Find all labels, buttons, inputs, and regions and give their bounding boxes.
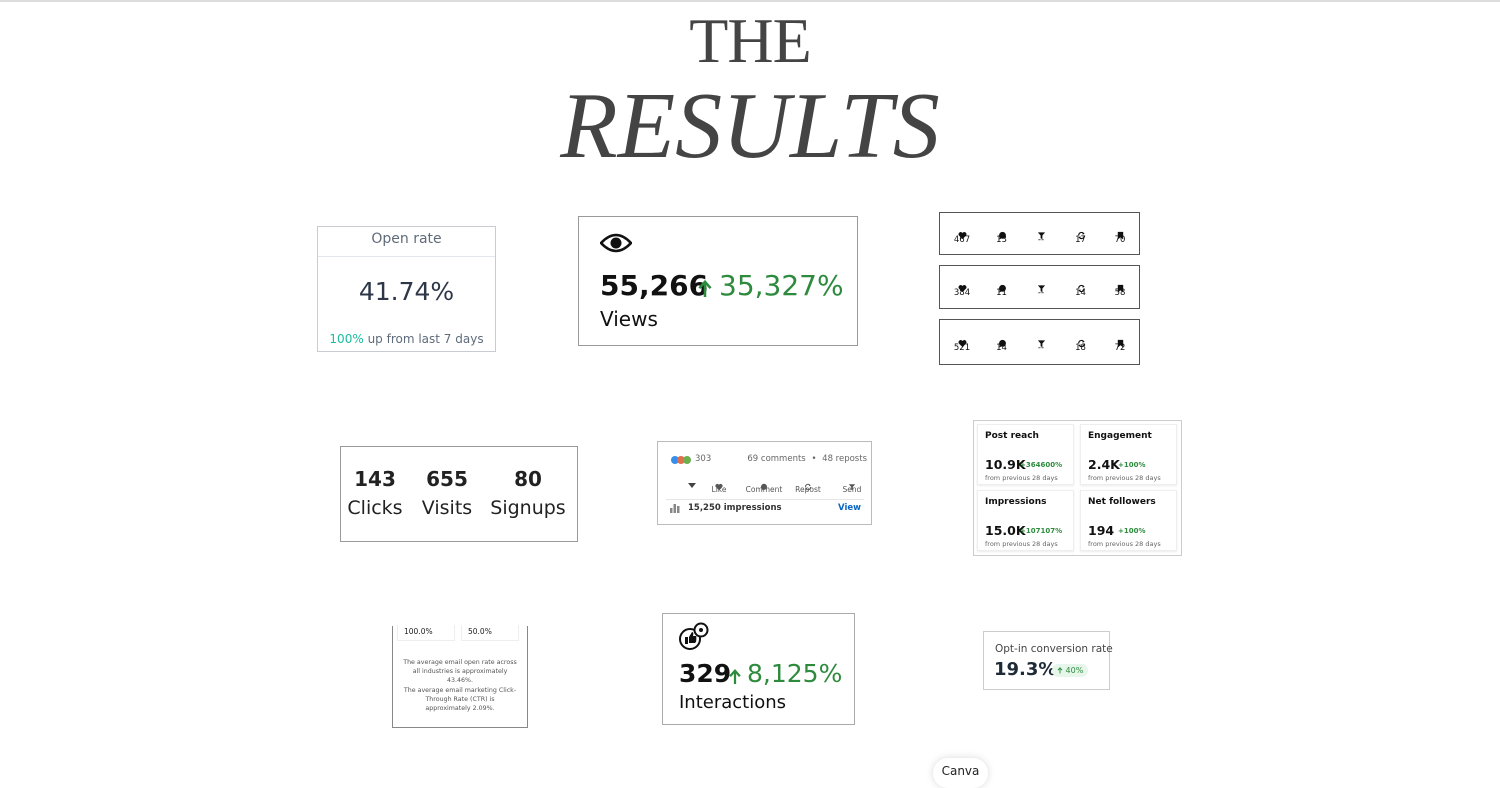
up-arrow bbox=[728, 669, 742, 686]
reaction-count: 303 bbox=[695, 454, 712, 464]
funnel-label: Clicks bbox=[347, 497, 403, 519]
views-label: Views bbox=[600, 307, 658, 331]
stat-value: 72 bbox=[1114, 343, 1126, 353]
open-rate-value: 41.74% bbox=[358, 277, 455, 306]
eye-icon bbox=[600, 233, 632, 253]
interactions-change: 8,125% bbox=[747, 659, 843, 688]
insight-title: Engagement bbox=[1088, 431, 1152, 441]
impressions: 15,250 impressions bbox=[688, 503, 782, 513]
insight-cell: Engagement 2.4K +100% from previous 28 days bbox=[1080, 424, 1177, 485]
stat-value: -- bbox=[1037, 288, 1045, 298]
action-label[interactable]: Like bbox=[711, 485, 727, 494]
rate-box: 50.0% bbox=[461, 625, 519, 641]
stat-value: -- bbox=[1037, 234, 1045, 245]
post-stats-row: 384 11 -- 14 58 bbox=[939, 265, 1140, 309]
insight-cell: Impressions 15.0K +107107% from previous 28… bbox=[977, 490, 1074, 551]
interactions-label: Interactions bbox=[679, 692, 787, 713]
insight-value: 194 bbox=[1088, 523, 1115, 538]
stat-value: 13 bbox=[996, 234, 1007, 245]
insight-note: from previous 28 days bbox=[985, 540, 1058, 548]
insight-change: +107107% bbox=[1020, 527, 1063, 535]
stat-value: 521 bbox=[953, 343, 971, 353]
stat-value: 70 bbox=[1114, 234, 1126, 245]
up-arrow bbox=[698, 280, 712, 299]
optin-card: Opt-in conversion rate 19.3% 40% bbox=[983, 631, 1113, 690]
divider bbox=[666, 499, 864, 500]
note-paragraph: The average email marketing Click-Throug… bbox=[403, 687, 517, 712]
insight-note: from previous 28 days bbox=[985, 474, 1058, 482]
open-rate-change: 100% up from last 7 days bbox=[318, 332, 495, 346]
note-paragraph: The average email open rate across all i… bbox=[403, 659, 517, 684]
interactions-icon bbox=[679, 622, 709, 650]
insight-change: +100% bbox=[1118, 461, 1146, 469]
card-title: Open rate bbox=[371, 231, 442, 247]
insight-cell: Net followers 194 +100% from previous 28 da… bbox=[1080, 490, 1177, 551]
open-rate-card: Open rate 41.74% 100% up from last 7 day… bbox=[317, 226, 496, 352]
stat-value: 18 bbox=[1075, 343, 1086, 353]
insight-title: Post reach bbox=[985, 431, 1039, 441]
stat-value: 467 bbox=[953, 234, 971, 245]
insight-cell: Post reach 10.9K +364600% from previous 28 … bbox=[977, 424, 1074, 485]
insight-change: +100% bbox=[1118, 527, 1146, 535]
insight-change: +364600% bbox=[1020, 461, 1063, 469]
interactions-value: 329 bbox=[679, 659, 732, 688]
funnel-label: Visits bbox=[421, 497, 473, 519]
change-value: 40% bbox=[1065, 666, 1084, 675]
views-change: 35,327% bbox=[719, 269, 844, 302]
action-label[interactable]: Comment bbox=[745, 485, 783, 494]
post-stats-row: 467 13 -- 17 70 bbox=[939, 212, 1140, 255]
funnel-label: Signups bbox=[490, 497, 566, 519]
email-note-card: 100.0% 50.0% The average email open rate … bbox=[392, 625, 528, 728]
change-text: up from last 7 days bbox=[367, 332, 484, 346]
insight-title: Net followers bbox=[1088, 497, 1156, 507]
optin-value: 19.3% bbox=[994, 659, 1057, 680]
stat-value: 14 bbox=[1075, 288, 1086, 298]
optin-title: Opt-in conversion rate bbox=[995, 643, 1113, 655]
rate-value: 100.0% bbox=[404, 627, 433, 636]
insight-value: 2.4K bbox=[1088, 457, 1120, 472]
bar-icon bbox=[670, 504, 680, 513]
separator: • bbox=[811, 454, 817, 464]
action-label[interactable]: Repost bbox=[795, 485, 821, 494]
up-arrow bbox=[1057, 667, 1063, 674]
insight-title: Impressions bbox=[985, 497, 1047, 507]
insight-note: from previous 28 days bbox=[1088, 474, 1161, 482]
comments: 69 comments bbox=[747, 454, 806, 464]
reaction-icons bbox=[671, 456, 691, 464]
canva-badge[interactable]: Canva bbox=[933, 758, 988, 788]
linkedin-card: 303 69 comments • 48 reposts Like Comment… bbox=[657, 441, 872, 525]
views-card: 55,266 35,327% Views bbox=[578, 216, 858, 346]
caret bbox=[688, 483, 696, 488]
optin-change: 40% bbox=[1052, 664, 1089, 677]
views-value: 55,266 bbox=[600, 269, 709, 302]
stat-value: 11 bbox=[996, 288, 1007, 298]
funnel-value: 80 bbox=[514, 467, 542, 491]
change-value: 100% bbox=[329, 332, 364, 346]
funnel-card: 143 Clicks 655 Visits 80 Signups bbox=[340, 446, 578, 542]
reposts: 48 reposts bbox=[822, 454, 867, 464]
action-label[interactable]: Send bbox=[842, 485, 862, 494]
comment-repost-counts: 69 comments • 48 reposts bbox=[747, 454, 867, 464]
stat-value: -- bbox=[1037, 343, 1045, 353]
title-line-1: THE bbox=[689, 5, 811, 76]
interactions-card: 329 8,125% Interactions bbox=[662, 613, 855, 725]
divider bbox=[318, 256, 495, 257]
rate-box: 100.0% bbox=[397, 625, 455, 641]
insight-value: 15.0K bbox=[985, 523, 1026, 538]
stat-value: 58 bbox=[1114, 288, 1126, 298]
title-line-2: RESULTS bbox=[560, 74, 940, 178]
stat-value: 14 bbox=[996, 343, 1007, 353]
stat-value: 17 bbox=[1075, 234, 1086, 245]
post-stats-row: 521 14 -- 18 72 bbox=[939, 319, 1140, 365]
insight-note: from previous 28 days bbox=[1088, 540, 1161, 548]
view-link[interactable]: View bbox=[838, 503, 861, 513]
funnel-value: 143 bbox=[354, 467, 396, 491]
stat-value: 384 bbox=[953, 288, 971, 298]
insights-card: Post reach 10.9K +364600% from previous 28 … bbox=[973, 420, 1182, 556]
rate-value: 50.0% bbox=[468, 627, 492, 636]
insight-value: 10.9K bbox=[985, 457, 1026, 472]
funnel-value: 655 bbox=[426, 467, 468, 491]
